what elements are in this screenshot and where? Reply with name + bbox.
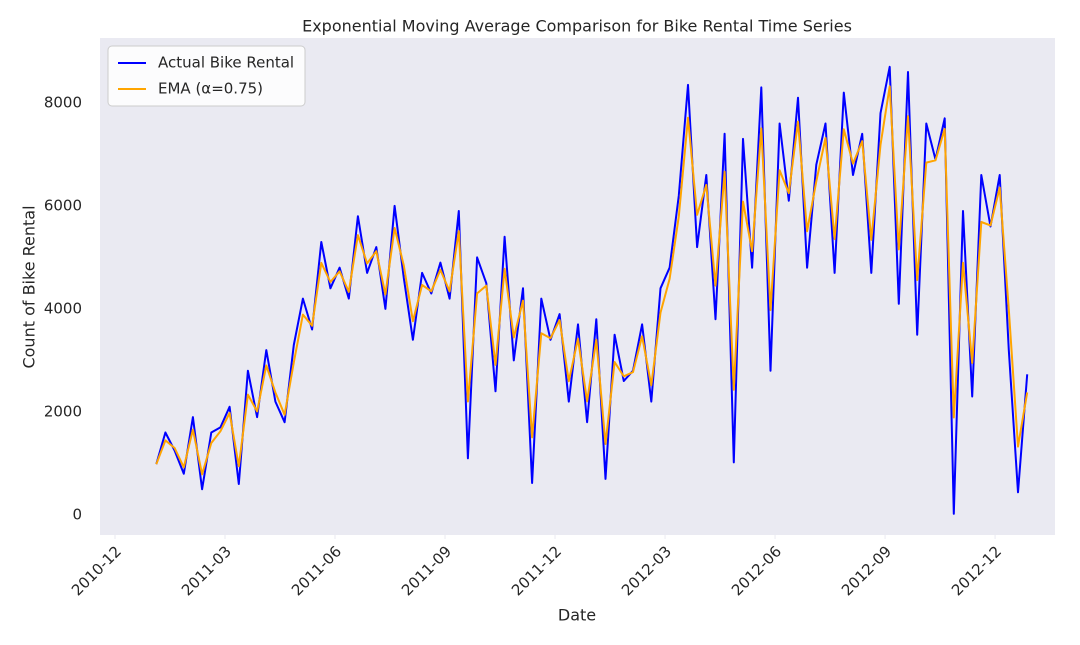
x-tick-label: 2011-06 (288, 542, 345, 599)
y-tick-label: 6000 (44, 196, 82, 214)
y-tick-label: 4000 (44, 299, 82, 317)
x-tick-label: 2012-09 (838, 542, 895, 599)
legend-label: Actual Bike Rental (158, 54, 294, 72)
plot-area (100, 38, 1055, 535)
x-tick-label: 2011-09 (398, 542, 455, 599)
x-tick-label: 2012-12 (948, 542, 1005, 599)
y-tick-label: 8000 (44, 93, 82, 111)
x-tick-label: 2011-03 (178, 542, 235, 599)
y-tick-label: 0 (72, 505, 82, 523)
x-tick-label: 2012-06 (728, 542, 785, 599)
x-axis-label: Date (558, 606, 596, 625)
series-line (155, 85, 1029, 476)
legend: Actual Bike Rental EMA (α=0.75) (107, 45, 306, 107)
y-tick-label: 2000 (44, 402, 82, 420)
legend-label: EMA (α=0.75) (158, 80, 263, 98)
x-tick-label: 2010-12 (68, 542, 125, 599)
chart-title: Exponential Moving Average Comparison fo… (302, 17, 852, 36)
x-tick-label: 2011-12 (508, 542, 565, 599)
y-axis-label: Count of Bike Rental (20, 205, 39, 368)
legend-box (107, 45, 306, 107)
x-tick-label: 2012-03 (618, 542, 675, 599)
